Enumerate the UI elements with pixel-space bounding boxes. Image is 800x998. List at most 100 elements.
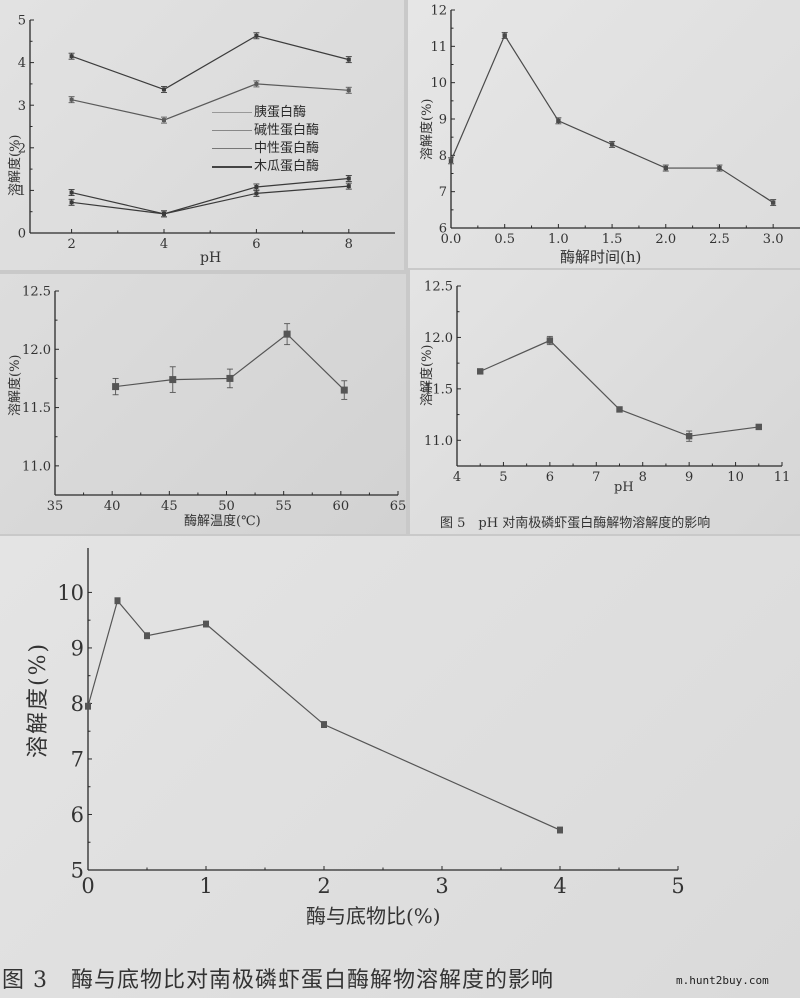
y-tick-label: 11 [430, 40, 447, 55]
x-tick-label: 35 [47, 499, 64, 514]
x-tick-label: 0.0 [441, 232, 462, 247]
x-tick-label: 0 [81, 874, 94, 898]
data-point-marker [448, 158, 454, 163]
data-point-marker [346, 57, 351, 62]
data-point-marker [346, 184, 351, 189]
data-point-marker [112, 383, 120, 391]
figure-caption-5: 图 5 pH 对南极磷虾蛋白酶解物溶解度的影响 [440, 516, 711, 531]
data-point-marker [161, 118, 166, 123]
data-point-marker [161, 211, 166, 216]
y-tick-label: 9 [439, 113, 447, 128]
legend-item: 胰蛋白酶 [212, 104, 319, 122]
x-tick-label: 1.0 [548, 232, 569, 247]
data-line [71, 185, 349, 215]
data-point-marker [321, 721, 327, 728]
x-tick-label: 0.5 [494, 232, 515, 247]
data-point-marker [283, 330, 291, 338]
y-tick-label: 12.5 [424, 280, 453, 295]
y-tick-label: 11.0 [424, 434, 453, 449]
y-tick-label: 6 [71, 803, 84, 827]
y-tick-label: 3 [18, 99, 26, 114]
x-axis-label: 酶解时间(h) [560, 248, 642, 266]
x-tick-label: 5 [671, 874, 684, 898]
x-axis-label: 酶解温度(℃) [184, 514, 261, 529]
x-tick-label: 2 [67, 237, 75, 252]
legend-item: 碱性蛋白酶 [212, 122, 319, 140]
data-point-marker [340, 386, 348, 394]
data-point-marker [69, 200, 74, 205]
data-point-marker [557, 827, 563, 834]
x-tick-label: 45 [161, 499, 178, 514]
x-tick-label: 2.0 [655, 232, 676, 247]
y-tick-label: 11.5 [22, 401, 51, 416]
y-tick-label: 5 [71, 858, 84, 882]
data-point-marker [226, 374, 234, 382]
y-tick-label: 8 [71, 692, 84, 716]
y-tick-label: 11.5 [424, 382, 453, 397]
data-point-marker [254, 81, 259, 86]
x-tick-label: 60 [333, 499, 350, 514]
chart-hydrolysis-time-plot: 6 7 8 9 10 11 12 0.0 0.5 1.0 1.5 2.0 2.5 3.0 [430, 4, 800, 247]
y-tick-label: 10 [57, 581, 84, 605]
x-tick-label: 2 [317, 874, 330, 898]
x-tick-label: 1 [199, 874, 212, 898]
data-point-marker [254, 33, 259, 38]
y-axis-label: 溶解度(%) [26, 641, 51, 758]
data-point-marker [114, 597, 121, 604]
x-tick-label: 50 [218, 499, 235, 514]
data-point-marker [770, 200, 776, 205]
data-point-marker [69, 54, 74, 59]
data-line [479, 339, 759, 437]
y-axis-label: 溶解度(%) [420, 344, 435, 407]
x-tick-label: 11 [774, 470, 791, 485]
data-point-marker [556, 118, 561, 124]
data-point-marker [69, 190, 74, 195]
data-point-marker [144, 632, 150, 639]
y-tick-label: 10 [430, 76, 447, 91]
x-axis-label: pH [200, 250, 222, 266]
data-point-marker [502, 33, 507, 38]
x-tick-label: 6 [546, 470, 554, 485]
x-tick-label: 4 [453, 470, 461, 485]
data-line [71, 83, 349, 121]
data-point-marker [609, 142, 615, 147]
data-line [87, 599, 561, 831]
x-tick-label: 4 [160, 237, 168, 252]
watermark: m.hunt2buy.com [676, 974, 769, 987]
legend-item: 中性蛋白酶 [212, 140, 319, 158]
chart-panel-hydrolysis-time: 6 7 8 9 10 11 12 0.0 0.5 1.0 1.5 2.0 2.5 3.0 溶解度(%) 酶… [408, 0, 800, 268]
data-point-marker [616, 406, 623, 413]
chart-ph-enzymes-plot: 0 1 2 3 4 5 2 4 6 8 [18, 14, 395, 252]
x-tick-label: 8 [639, 470, 647, 485]
x-tick-label: 4 [553, 874, 566, 898]
x-tick-label: 8 [345, 237, 353, 252]
y-axis-label: 溶解度(%) [8, 134, 23, 197]
x-tick-label: 9 [685, 470, 693, 485]
data-point-marker [203, 621, 209, 628]
data-point-marker [717, 165, 722, 171]
data-point-marker [477, 368, 484, 375]
y-tick-label: 12 [430, 4, 447, 19]
chart-ph-effect-plot: 11.0 11.5 12.0 12.5 4 5 6 7 8 9 10 11 [424, 280, 791, 485]
data-point-marker [254, 191, 259, 196]
x-tick-label: 5 [499, 470, 507, 485]
y-axis-label: 溶解度(%) [8, 354, 23, 417]
legend-item: 木瓜蛋白酶 [212, 158, 319, 176]
x-tick-label: 2.5 [709, 232, 730, 247]
x-tick-label: 3 [435, 874, 448, 898]
data-point-marker [755, 423, 762, 431]
data-point-marker [161, 87, 166, 92]
x-tick-label: 1.5 [602, 232, 623, 247]
y-tick-label: 12.5 [22, 285, 51, 300]
y-tick-label: 7 [439, 185, 447, 200]
y-tick-label: 0 [18, 227, 26, 242]
legend: 胰蛋白酶 碱性蛋白酶 中性蛋白酶 木瓜蛋白酶 [212, 104, 319, 176]
x-tick-label: 40 [104, 499, 121, 514]
y-tick-label: 9 [71, 636, 84, 660]
data-point-marker [69, 97, 74, 102]
y-tick-label: 4 [18, 56, 26, 71]
y-tick-label: 8 [439, 149, 447, 164]
y-tick-label: 12.0 [424, 331, 453, 346]
data-point-marker [346, 176, 351, 181]
data-point-marker [685, 432, 693, 440]
